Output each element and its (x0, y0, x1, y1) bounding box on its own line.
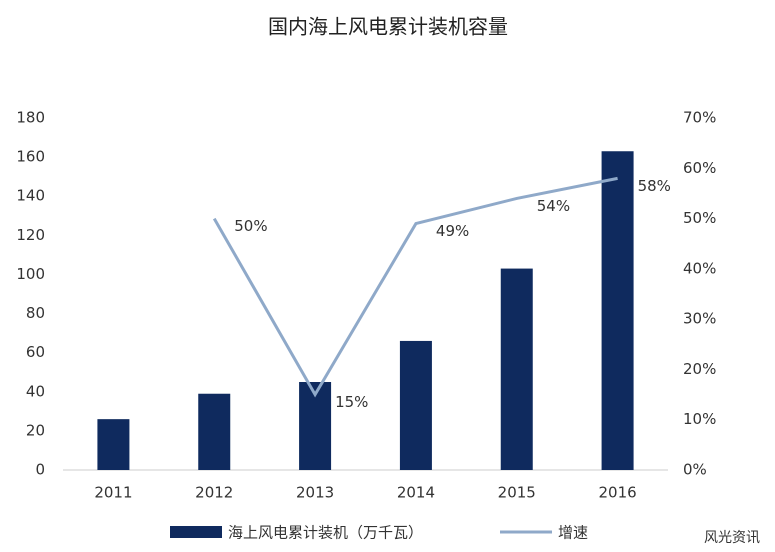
bar (198, 393, 231, 470)
x-tick-label: 2012 (195, 484, 233, 502)
y2-tick-label: 20% (683, 360, 716, 378)
y2-tick-label: 60% (683, 159, 716, 177)
y-tick-label: 20 (26, 421, 45, 439)
y2-tick-label: 10% (683, 410, 716, 428)
y-tick-label: 0 (35, 461, 45, 479)
y-tick-label: 80 (26, 304, 45, 322)
data-label: 58% (638, 177, 671, 195)
source: 风光资讯 (704, 530, 760, 546)
y-tick-label: 140 (16, 187, 45, 205)
x-tick-label: 2015 (498, 484, 536, 502)
line (212, 176, 618, 398)
chart-title: 国内海上风电累计装机容量 (268, 15, 508, 39)
legend-label: 海上风电累计装机（万千瓦） (228, 524, 423, 542)
y-tick-label: 100 (16, 265, 45, 283)
bar (97, 419, 130, 470)
y2-tick-label: 30% (683, 310, 716, 328)
bar (500, 268, 533, 470)
x-tick-label: 2011 (94, 484, 132, 502)
y2-tick-label: 0% (683, 461, 707, 479)
y2-tick-label: 70% (683, 109, 716, 127)
data-label: 15% (335, 393, 368, 411)
bar (601, 151, 634, 470)
y-tick-label: 180 (16, 109, 45, 127)
x-tick-label: 2014 (397, 484, 435, 502)
data-label: 50% (234, 217, 267, 235)
data-label: 49% (436, 222, 469, 240)
x-tick-label: 2016 (598, 484, 636, 502)
y-tick-label: 40 (26, 382, 45, 400)
legend-label: 增速 (558, 524, 588, 542)
y-tick-label: 160 (16, 148, 45, 166)
y2-tick-label: 40% (683, 259, 716, 277)
y2-tick-label: 50% (683, 209, 716, 227)
data-label: 54% (537, 197, 570, 215)
legend-swatch (170, 526, 222, 538)
bar (399, 340, 432, 470)
x-tick-label: 2013 (296, 484, 334, 502)
y-tick-label: 120 (16, 226, 45, 244)
y-tick-label: 60 (26, 343, 45, 361)
